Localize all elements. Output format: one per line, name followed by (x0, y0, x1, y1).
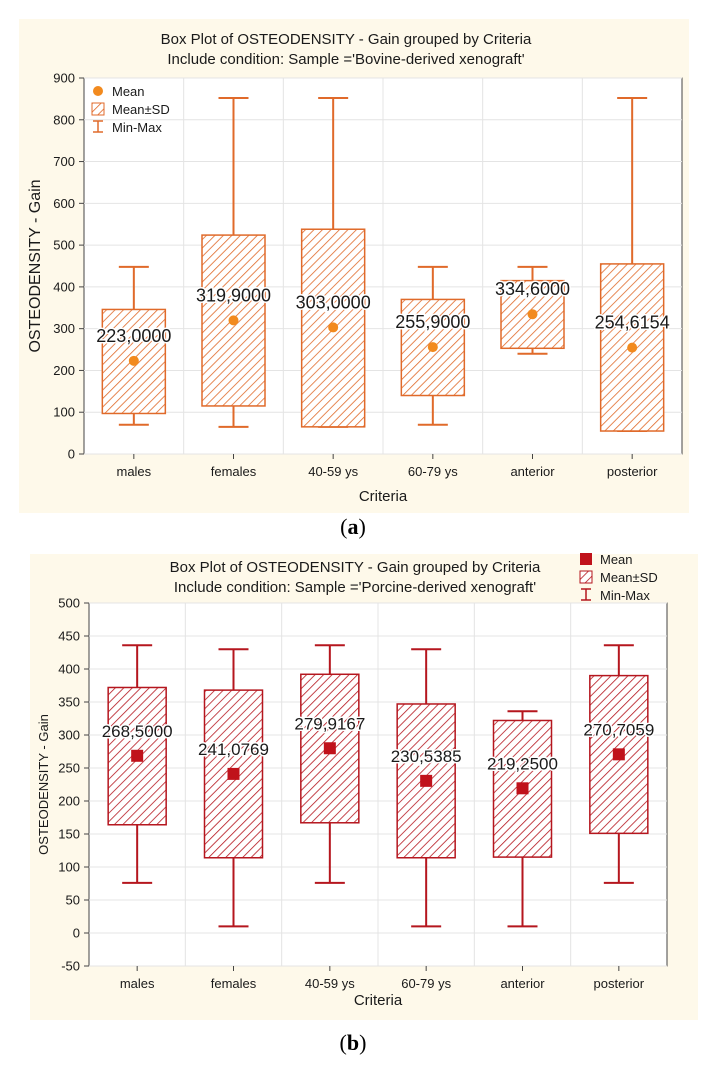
legend: Mean Mean±SD Min-Max (91, 84, 170, 135)
y-tick-label: 600 (53, 196, 75, 211)
chart-title: Box Plot of OSTEODENSITY - Gain grouped … (161, 31, 532, 48)
x-tick-label: 40-59 ys (308, 464, 358, 479)
y-tick-label: 100 (58, 860, 80, 875)
mean-point (228, 315, 239, 326)
x-tick-label: 60-79 ys (408, 464, 458, 479)
box-plot-porcine: Box Plot of OSTEODENSITY - Gain grouped … (30, 552, 698, 1020)
mean-point (227, 767, 240, 780)
mean-point (420, 774, 433, 787)
legend-mean-label: Mean (600, 552, 633, 567)
x-tick-label: females (211, 464, 257, 479)
y-tick-label: 200 (53, 363, 75, 378)
mean-value-label: 241,0769 (198, 740, 269, 759)
mean-value-label: 319,9000 (196, 285, 271, 305)
chart-title: Box Plot of OSTEODENSITY - Gain grouped … (170, 559, 541, 576)
x-tick-label: posterior (607, 464, 658, 479)
legend-sd-swatch (579, 570, 593, 584)
chart-subtitle: Include condition: Sample ='Porcine-deri… (174, 579, 536, 596)
caption-a: (a) (340, 514, 366, 539)
x-axis-label: Criteria (359, 488, 408, 505)
y-tick-label: 100 (53, 405, 75, 420)
x-tick-label: anterior (510, 464, 555, 479)
y-tick-label: 700 (53, 154, 75, 169)
y-tick-label: -50 (61, 959, 80, 974)
mean-point (527, 309, 538, 320)
x-axis-label: Criteria (354, 992, 403, 1009)
mean-point (427, 342, 438, 353)
x-tick-label: anterior (500, 976, 545, 991)
mean-point (328, 322, 339, 333)
mean-point (131, 749, 144, 762)
legend-sd-swatch (91, 102, 105, 116)
legend-mean-swatch (580, 553, 592, 565)
legend-mean-label: Mean (112, 84, 145, 99)
mean-point (516, 782, 529, 795)
x-tick-label: males (120, 976, 155, 991)
chart-panel-a: Box Plot of OSTEODENSITY - Gain grouped … (0, 0, 706, 516)
y-tick-label: 400 (53, 279, 75, 294)
y-tick-label: 50 (66, 893, 80, 908)
y-tick-label: 250 (58, 761, 80, 776)
y-tick-label: 0 (73, 926, 80, 941)
y-tick-label: 0 (68, 447, 75, 462)
caption-b: (b) (339, 1030, 367, 1055)
y-axis-label: OSTEODENSITY - Gain (27, 179, 44, 352)
x-tick-label: posterior (594, 976, 645, 991)
y-tick-label: 400 (58, 662, 80, 677)
y-axis-label: OSTEODENSITY - Gain (36, 714, 51, 855)
legend-sd-label: Mean±SD (112, 102, 170, 117)
y-tick-label: 450 (58, 629, 80, 644)
mean-value-label: 268,5000 (102, 722, 173, 741)
legend-sd-label: Mean±SD (600, 570, 658, 585)
chart-subtitle: Include condition: Sample ='Bovine-deriv… (167, 51, 524, 68)
x-tick-label: males (116, 464, 151, 479)
chart-panel-b: Box Plot of OSTEODENSITY - Gain grouped … (0, 548, 706, 1022)
mean-value-label: 230,5385 (391, 747, 462, 766)
y-tick-label: 500 (53, 238, 75, 253)
mean-point (323, 742, 336, 755)
y-tick-label: 150 (58, 827, 80, 842)
x-tick-label: 40-59 ys (305, 976, 355, 991)
y-tick-label: 900 (53, 71, 75, 86)
legend-minmax-label: Min-Max (112, 120, 162, 135)
y-tick-label: 350 (58, 695, 80, 710)
mean-value-label: 255,9000 (395, 312, 470, 332)
x-tick-label: females (211, 976, 257, 991)
mean-value-label: 334,6000 (495, 279, 570, 299)
mean-value-label: 219,2500 (487, 754, 558, 773)
legend-mean-swatch (93, 86, 103, 96)
mean-point (627, 342, 638, 353)
mean-value-label: 279,9167 (294, 714, 365, 733)
mean-value-label: 254,6154 (595, 313, 670, 333)
mean-value-label: 303,0000 (296, 292, 371, 312)
y-tick-label: 800 (53, 112, 75, 127)
y-tick-label: 200 (58, 794, 80, 809)
legend-minmax-label: Min-Max (600, 588, 650, 603)
mean-value-label: 270,7059 (583, 720, 654, 739)
x-tick-label: 60-79 ys (401, 976, 451, 991)
y-tick-label: 500 (58, 596, 80, 611)
mean-value-label: 223,0000 (96, 326, 171, 346)
mean-point (612, 748, 625, 761)
box-plot-bovine: Box Plot of OSTEODENSITY - Gain grouped … (19, 19, 689, 513)
mean-point (128, 355, 139, 366)
y-tick-label: 300 (58, 728, 80, 743)
y-tick-label: 300 (53, 321, 75, 336)
legend: Mean Mean±SD Min-Max (579, 552, 658, 603)
